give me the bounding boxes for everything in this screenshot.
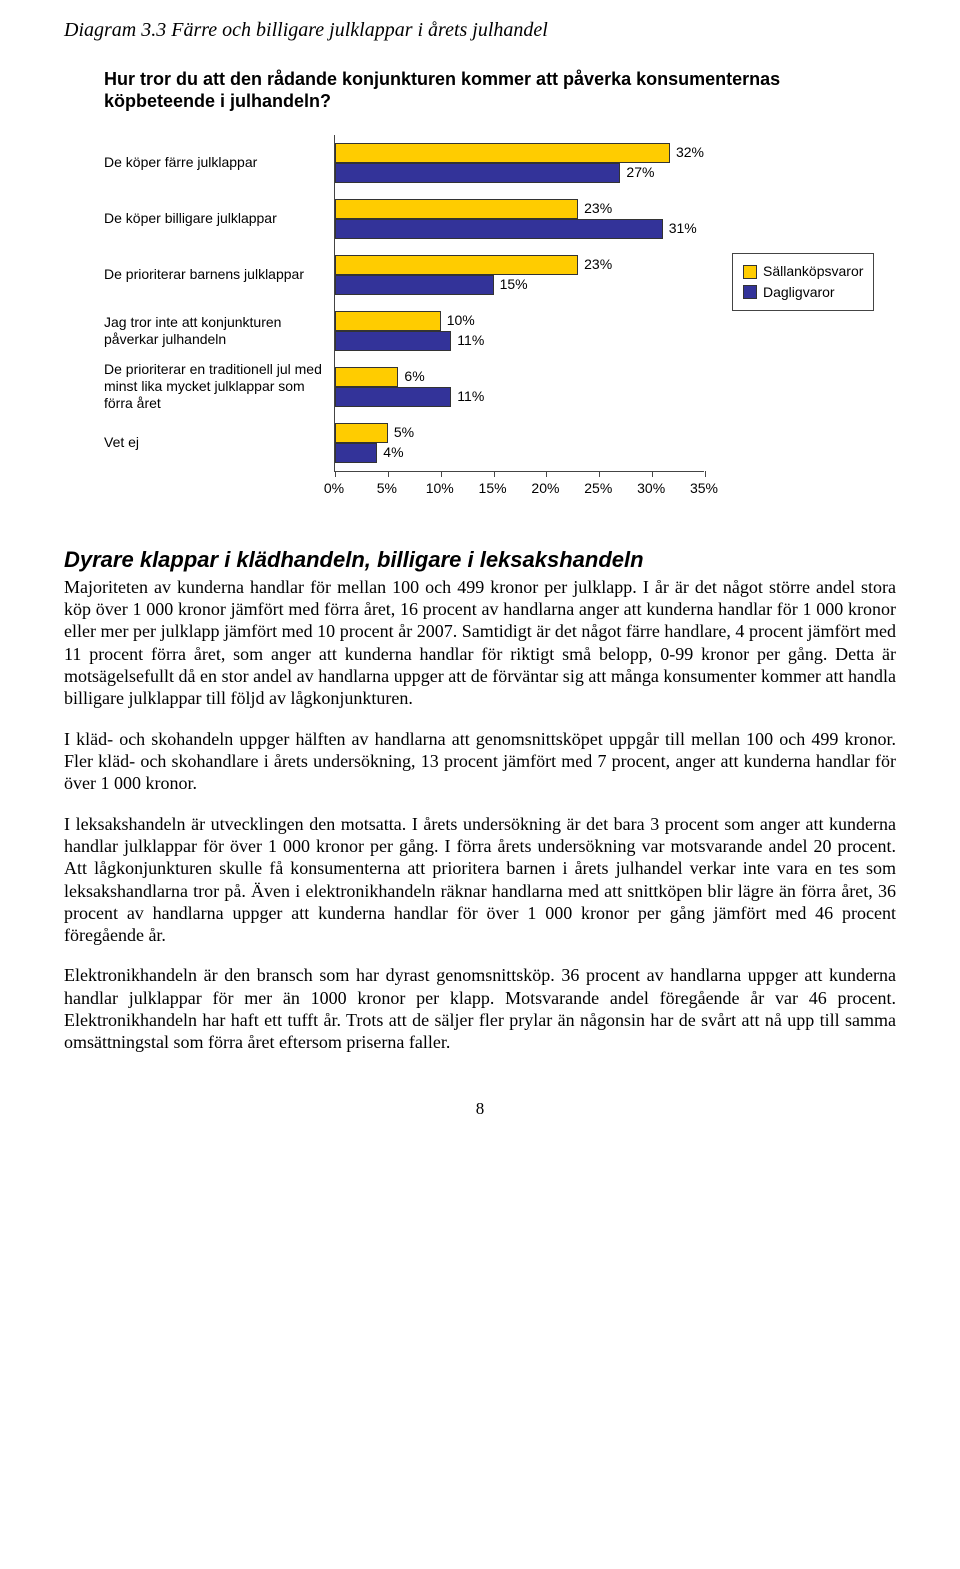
chart-plot-area: 32%27%23%31%23%15%10%11%6%11%5%4% [334,135,704,472]
chart-category-label: De prioriterar barnens julklappar [104,247,334,303]
chart-x-tick [388,471,389,477]
chart-bar [335,387,451,407]
chart-x-tick-label: 5% [377,480,397,498]
chart-plot-column: 32%27%23%31%23%15%10%11%6%11%5%4% 0%5%10… [334,135,704,498]
chart-x-tick [494,471,495,477]
legend-item-daglig: Dagligvaror [743,284,863,302]
chart-x-axis: 0%5%10%15%20%25%30%35% [334,480,704,498]
chart-bar-value-label: 23% [584,200,612,218]
legend-item-sallankop: Sällanköpsvaror [743,263,863,281]
chart-x-tick-label: 25% [584,480,612,498]
chart-container: Hur tror du att den rådande konjunkturen… [104,68,896,498]
chart-bar-row: 6% [335,367,704,387]
chart-bar-group: 6% 11% [335,359,704,415]
chart-bar-group: 10%11% [335,303,704,359]
chart-bar [335,311,441,331]
chart-category-label: De köper färre julklappar [104,135,334,191]
page-number: 8 [64,1098,896,1120]
chart-bar-value-label: 11% [457,332,484,350]
chart-bar [335,163,620,183]
legend-label: Dagligvaror [763,284,835,302]
chart-category-label: Jag tror inte att konjunkturen påverkar … [104,303,334,359]
body-paragraph: I leksakshandeln är utvecklingen den mot… [64,813,896,947]
chart-bar-value-label: 32% [676,144,704,162]
body-paragraph: I kläd- och skohandeln uppger hälften av… [64,728,896,795]
chart-bar-group: 23% 15% [335,247,704,303]
chart-x-tick-label: 35% [690,480,718,498]
chart-bar-row: 31% [335,219,704,239]
chart-bar-row: 15% [335,275,704,295]
chart-bar [335,275,494,295]
chart-bar [335,199,578,219]
body-paragraph: Elektronikhandeln är den bransch som har… [64,964,896,1053]
legend-label: Sällanköpsvaror [763,263,863,281]
chart-bar-value-label: 11% [457,388,484,406]
chart-x-tick-label: 0% [324,480,344,498]
chart-bar [335,367,398,387]
chart-bar-row: 11% [335,331,704,351]
chart-bar-row: 23% [335,255,704,275]
chart-category-label: De köper billigare julklappar [104,191,334,247]
chart-bar-row: 10% [335,311,704,331]
chart-x-tick [652,471,653,477]
chart-x-tick-label: 15% [479,480,507,498]
chart-legend: Sällanköpsvaror Dagligvaror [732,253,874,312]
legend-swatch-icon [743,265,757,279]
chart-bar-group: 32% 27% [335,135,704,191]
chart-bar-value-label: 5% [394,424,414,442]
chart-x-tick [335,471,336,477]
chart-bar [335,143,670,163]
chart-bar-value-label: 6% [404,368,424,386]
chart-bar-group: 5%4% [335,415,704,471]
chart-body: De köper färre julklapparDe köper billig… [104,135,896,498]
chart-x-tick [705,471,706,477]
chart-bar-value-label: 27% [626,164,654,182]
chart-category-label: De prioriterar en traditionell jul med m… [104,359,334,415]
chart-bar-row: 4% [335,443,704,463]
body-paragraph: Majoriteten av kunderna handlar för mell… [64,576,896,710]
chart-bar-value-label: 10% [447,312,475,330]
chart-category-label: Vet ej [104,415,334,471]
chart-bar-value-label: 4% [383,444,403,462]
chart-bar-row: 27% [335,163,704,183]
chart-x-tick-label: 10% [426,480,454,498]
chart-bar-row: 23% [335,199,704,219]
chart-x-tick [441,471,442,477]
chart-bar-group: 23% 31% [335,191,704,247]
chart-bar [335,423,388,443]
chart-x-tick-label: 20% [531,480,559,498]
chart-bar-row: 11% [335,387,704,407]
section-heading: Dyrare klappar i klädhandeln, billigare … [64,546,896,574]
chart-title: Hur tror du att den rådande konjunkturen… [104,68,896,113]
chart-bar-value-label: 15% [500,276,528,294]
chart-y-labels: De köper färre julklapparDe köper billig… [104,135,334,471]
chart-bar-value-label: 23% [584,256,612,274]
chart-x-tick [546,471,547,477]
diagram-title: Diagram 3.3 Färre och billigare julklapp… [64,18,896,44]
chart-bar-row: 32% [335,143,704,163]
chart-bar-value-label: 31% [669,220,697,238]
chart-bar [335,443,377,463]
chart-x-tick-label: 30% [637,480,665,498]
chart-bar [335,255,578,275]
chart-x-tick [599,471,600,477]
chart-bar [335,219,663,239]
legend-swatch-icon [743,285,757,299]
chart-bar-row: 5% [335,423,704,443]
chart-bar [335,331,451,351]
